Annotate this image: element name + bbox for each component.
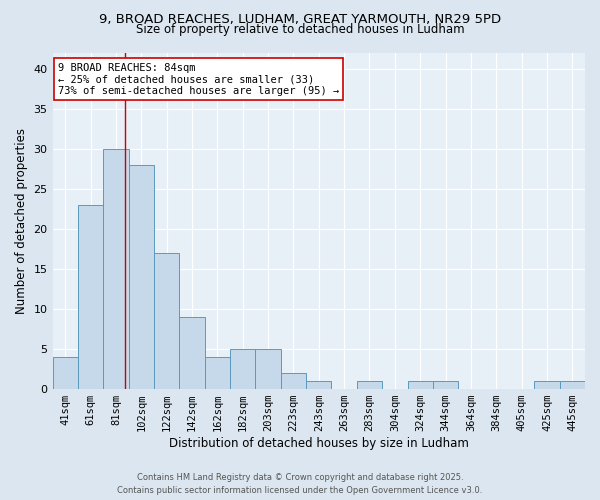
Bar — [407, 381, 433, 389]
Bar — [433, 381, 458, 389]
Bar — [103, 148, 128, 389]
Bar — [179, 317, 205, 389]
Text: Contains HM Land Registry data © Crown copyright and database right 2025.
Contai: Contains HM Land Registry data © Crown c… — [118, 474, 482, 495]
Bar — [357, 381, 382, 389]
Bar — [256, 349, 281, 389]
Bar — [534, 381, 560, 389]
Y-axis label: Number of detached properties: Number of detached properties — [15, 128, 28, 314]
Bar — [281, 373, 306, 389]
Bar — [230, 349, 256, 389]
X-axis label: Distribution of detached houses by size in Ludham: Distribution of detached houses by size … — [169, 437, 469, 450]
Text: 9 BROAD REACHES: 84sqm
← 25% of detached houses are smaller (33)
73% of semi-det: 9 BROAD REACHES: 84sqm ← 25% of detached… — [58, 62, 339, 96]
Bar — [560, 381, 585, 389]
Text: 9, BROAD REACHES, LUDHAM, GREAT YARMOUTH, NR29 5PD: 9, BROAD REACHES, LUDHAM, GREAT YARMOUTH… — [99, 12, 501, 26]
Bar — [78, 205, 103, 389]
Bar — [154, 253, 179, 389]
Bar — [128, 164, 154, 389]
Bar — [53, 357, 78, 389]
Text: Size of property relative to detached houses in Ludham: Size of property relative to detached ho… — [136, 22, 464, 36]
Bar — [205, 357, 230, 389]
Bar — [306, 381, 331, 389]
